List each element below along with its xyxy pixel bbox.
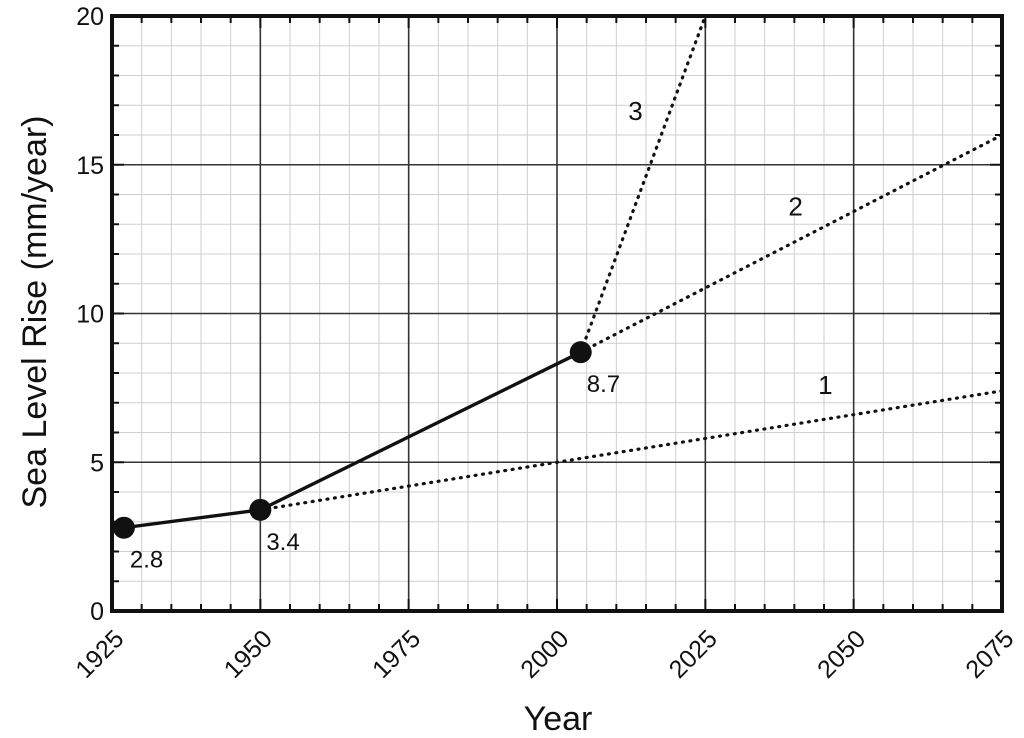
- x-tick-labels: 1925 1950 1975 2000 2025 2050 2075: [70, 625, 1019, 684]
- projection-line-3: [579, 14, 707, 354]
- observed-point: [249, 498, 272, 521]
- y-tick-labels: 0 5 10 15 20: [76, 3, 104, 626]
- observed-value-label: 2.8: [130, 547, 163, 574]
- y-tick-label: 20: [76, 3, 104, 31]
- y-tick-label: 0: [90, 598, 104, 626]
- observed-line: [123, 350, 582, 530]
- x-tick-label: 2025: [664, 625, 723, 684]
- projection-lines: 1 2 3: [258, 14, 1004, 512]
- x-tick-label: 1975: [367, 625, 426, 684]
- x-tick-label: 1950: [219, 625, 278, 684]
- observed-point: [112, 516, 135, 539]
- y-tick-label: 15: [76, 152, 104, 180]
- x-tick-label: 2050: [812, 625, 871, 684]
- y-tick-label: 5: [90, 449, 104, 477]
- y-axis-title: Sea Level Rise (mm/year): [16, 115, 54, 508]
- observed-value-label: 3.4: [266, 529, 299, 556]
- x-tick-label: 1925: [70, 625, 129, 684]
- plot-frame: [110, 14, 1004, 613]
- observed-point: [569, 341, 592, 364]
- x-tick-label: 2000: [515, 625, 574, 684]
- projection-line-2: [579, 133, 1004, 354]
- x-tick-label: 2075: [960, 625, 1019, 684]
- y-tick-label: 10: [76, 301, 104, 329]
- x-axis-title: Year: [524, 700, 593, 738]
- observed-series: 2.8 3.4 8.7: [112, 341, 620, 574]
- projection-line-1: [258, 389, 1004, 512]
- observed-value-label: 8.7: [587, 371, 620, 398]
- projection-label-1: 1: [818, 370, 832, 400]
- projection-label-3: 3: [628, 96, 642, 126]
- projection-label-2: 2: [788, 191, 802, 221]
